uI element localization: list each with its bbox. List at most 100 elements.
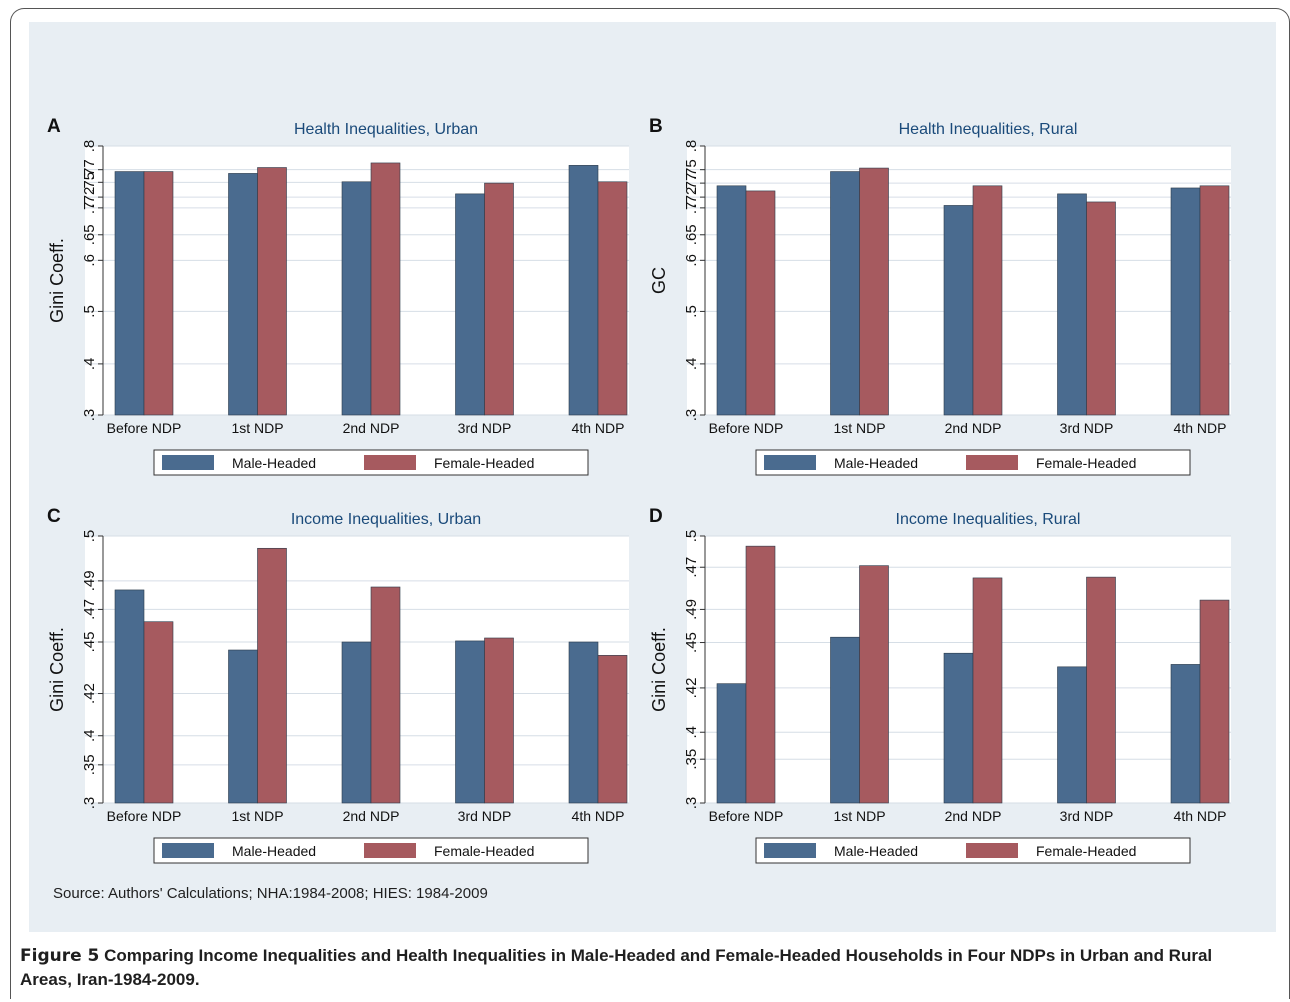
x-tick-label: 4th NDP xyxy=(572,808,625,824)
y-tick-label: .4 xyxy=(81,358,98,371)
y-axis-label: Gini Coeff. xyxy=(47,238,67,323)
y-axis-label: Gini Coeff. xyxy=(47,627,67,712)
panel-d: D Income Inequalities, Rural .3 .35 .4 .42 .45… xyxy=(649,506,1231,864)
charts-canvas: Source: Authors' Calculations; NHA:1984-… xyxy=(47,116,1231,902)
panel-letter: C xyxy=(47,506,61,527)
bar-male-4 xyxy=(1170,187,1201,416)
y-tick-label: .3 xyxy=(683,409,700,422)
bar-male-2 xyxy=(943,652,974,804)
y-tick-label: .65 xyxy=(81,224,98,245)
legend-label: Female-Headed xyxy=(434,455,534,471)
y-tick-label: .5 xyxy=(81,305,98,318)
legend-label: Male-Headed xyxy=(232,843,316,859)
y-tick-label: .3 xyxy=(81,797,98,810)
bar-female-2 xyxy=(972,577,1003,804)
panel-letter: D xyxy=(649,506,663,527)
bar-female-1 xyxy=(257,547,287,804)
legend-swatch-female xyxy=(966,843,1018,858)
x-tick-label: 1st NDP xyxy=(231,420,283,436)
legend: Male-Headed Female-Headed xyxy=(755,837,1191,864)
y-tick-label: .75 xyxy=(683,159,700,180)
legend-swatch-female xyxy=(364,843,416,858)
bar-female-0 xyxy=(745,545,776,804)
x-tick-label: 3rd NDP xyxy=(458,420,512,436)
legend: Male-Headed Female-Headed xyxy=(153,837,589,864)
x-tick-label: 4th NDP xyxy=(1174,420,1227,436)
y-tick-label: .72 xyxy=(683,187,700,208)
y-tick-label: .45 xyxy=(81,632,98,653)
bar-male-1 xyxy=(830,636,860,804)
bar-female-1 xyxy=(859,565,889,804)
bar-female-2 xyxy=(972,185,1003,416)
legend-swatch-male xyxy=(764,843,816,858)
bar-male-1 xyxy=(228,173,258,416)
y-tick-label: .75 xyxy=(81,172,98,193)
y-tick-label: .4 xyxy=(683,358,700,371)
bar-male-0 xyxy=(114,589,145,804)
panel-letter: A xyxy=(47,116,61,137)
x-tick-label: 2nd NDP xyxy=(945,808,1002,824)
x-tick-label: 4th NDP xyxy=(572,420,625,436)
bar-male-1 xyxy=(228,649,258,804)
bar-female-1 xyxy=(257,167,287,416)
y-tick-label: .65 xyxy=(683,224,700,245)
y-tick-label: .6 xyxy=(683,254,700,267)
panel-letter: B xyxy=(649,116,663,137)
bar-male-2 xyxy=(341,641,372,804)
x-tick-label: Before NDP xyxy=(709,808,784,824)
legend-swatch-male xyxy=(162,455,214,470)
y-axis-label: GC xyxy=(649,267,669,294)
y-tick-label: .49 xyxy=(683,599,700,620)
bar-male-4 xyxy=(1170,664,1201,804)
y-tick-label: .6 xyxy=(81,254,98,267)
panel-c: C Income Inequalities, Urban .3 .35 .4 .42 .45… xyxy=(47,506,629,864)
y-tick-label: .3 xyxy=(683,797,700,810)
x-tick-label: 3rd NDP xyxy=(1060,808,1114,824)
x-tick-label: 3rd NDP xyxy=(458,808,512,824)
y-tick-label: .5 xyxy=(81,530,98,543)
bar-female-3 xyxy=(1086,201,1116,416)
bar-female-0 xyxy=(143,171,174,416)
bar-female-4 xyxy=(597,181,628,416)
chart-title: Income Inequalities, Urban xyxy=(291,511,481,528)
y-tick-label: .77 xyxy=(683,173,700,194)
legend-label: Male-Headed xyxy=(834,843,918,859)
bar-male-1 xyxy=(830,171,860,416)
panel-b: B Health Inequalities, Rural .3 .4 .5 .6 .65 .7… xyxy=(649,116,1231,476)
y-tick-label: .7 xyxy=(81,202,98,215)
legend: Male-Headed Female-Headed xyxy=(755,449,1191,476)
y-tick-label: .45 xyxy=(683,632,700,653)
bar-female-2 xyxy=(370,162,401,416)
y-tick-label: .47 xyxy=(683,557,700,578)
x-tick-label: 4th NDP xyxy=(1174,808,1227,824)
bar-male-3 xyxy=(455,640,485,804)
y-tick-label: .5 xyxy=(683,530,700,543)
bar-male-0 xyxy=(716,185,747,416)
legend-label: Female-Headed xyxy=(434,843,534,859)
x-tick-label: Before NDP xyxy=(107,420,182,436)
legend-swatch-male xyxy=(764,455,816,470)
x-tick-label: 2nd NDP xyxy=(343,420,400,436)
bar-male-4 xyxy=(568,641,599,804)
y-tick-label: .35 xyxy=(81,754,98,775)
y-tick-label: .72 xyxy=(81,187,98,208)
bar-male-0 xyxy=(716,683,747,804)
bar-male-2 xyxy=(943,205,974,416)
x-tick-label: 1st NDP xyxy=(833,420,885,436)
x-tick-label: 2nd NDP xyxy=(945,420,1002,436)
y-tick-label: .47 xyxy=(81,599,98,620)
panel-a: A Health Inequalities, Urban .3 .4 .5 .6 .65 .7… xyxy=(47,116,629,476)
bar-female-2 xyxy=(370,586,401,804)
bar-female-0 xyxy=(745,190,776,416)
figure-background: Source: Authors' Calculations; NHA:1984-… xyxy=(29,22,1276,932)
y-tick-label: .3 xyxy=(81,409,98,422)
y-tick-label: .77 xyxy=(81,159,98,180)
y-tick-label: .35 xyxy=(683,749,700,770)
bar-male-3 xyxy=(1057,666,1087,804)
y-tick-label: .8 xyxy=(81,140,98,153)
caption-lead: Figure 5 xyxy=(20,946,100,966)
y-tick-label: .7 xyxy=(683,202,700,215)
legend-swatch-female xyxy=(364,455,416,470)
bar-female-0 xyxy=(143,621,174,804)
x-tick-label: 3rd NDP xyxy=(1060,420,1114,436)
